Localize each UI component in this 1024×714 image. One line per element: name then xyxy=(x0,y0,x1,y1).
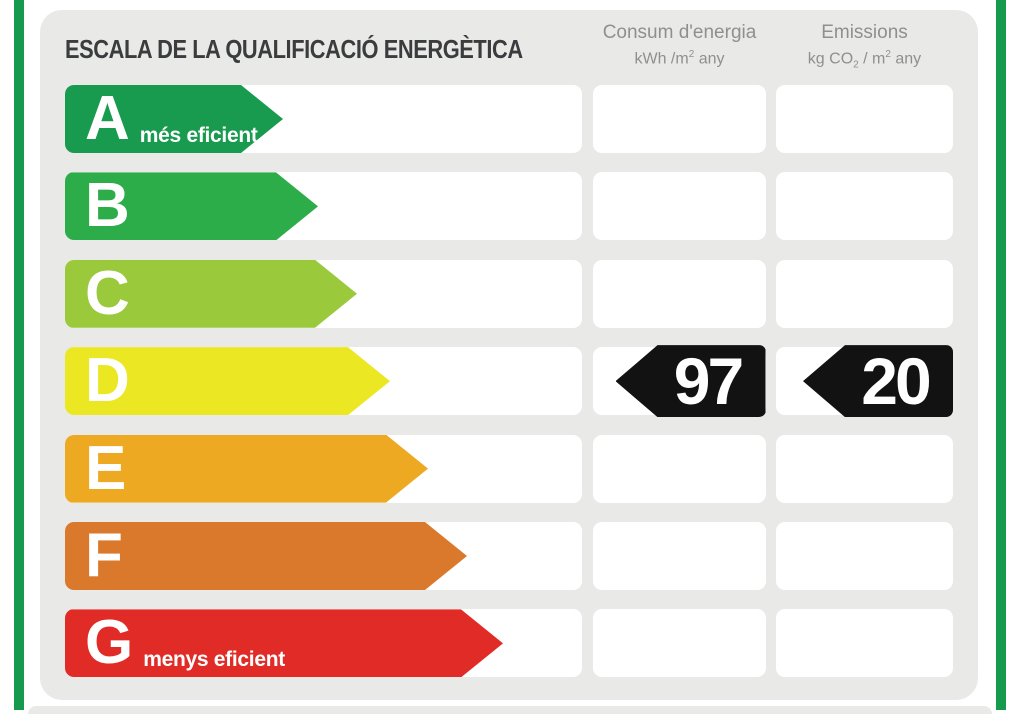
column-header-emissions: Emissions kg CO2 / m2 any xyxy=(776,23,953,71)
emissions-value: 20 xyxy=(861,344,931,419)
consum-cell xyxy=(592,259,766,328)
emissions-cell xyxy=(776,434,953,503)
emissions-cell xyxy=(776,521,953,590)
rating-arrow: F xyxy=(65,522,467,590)
rating-arrow: C xyxy=(65,260,357,328)
rating-bar-cell: D xyxy=(65,347,582,416)
consum-cell xyxy=(592,609,766,678)
emissions-cell: 20 xyxy=(776,344,953,419)
emissions-cell xyxy=(776,172,953,241)
rating-bar-cell: F xyxy=(65,522,582,590)
emissions-cell xyxy=(776,85,953,153)
consum-cell xyxy=(592,85,766,153)
rating-row-b: B xyxy=(65,172,953,241)
rating-arrow: D xyxy=(65,347,390,415)
bottom-panel-edge xyxy=(28,706,992,714)
emissions-column-unit: kg CO2 / m2 any xyxy=(807,49,922,71)
rating-row-c: C xyxy=(65,260,953,328)
rating-row-f: F xyxy=(65,522,953,590)
consum-value: 97 xyxy=(673,344,744,419)
consum-cell xyxy=(592,434,766,503)
rating-bar-cell: B xyxy=(65,172,582,241)
emissions-value-arrow: 20 xyxy=(803,344,953,419)
emissions-cell xyxy=(776,609,953,678)
rating-bar-cell: C xyxy=(65,260,582,328)
rating-bar-cell: E xyxy=(65,435,582,503)
consum-value-arrow: 97 xyxy=(615,344,766,419)
rating-arrow: B xyxy=(65,172,318,240)
green-accent-bar-left xyxy=(14,0,24,710)
rating-letter: G xyxy=(85,608,133,678)
rating-letter: D xyxy=(85,346,129,416)
rating-sublabel: menys eficient xyxy=(143,648,285,672)
green-accent-bar-right xyxy=(996,0,1006,710)
rating-sublabel: més eficient xyxy=(139,124,258,147)
consum-column-unit: kWh /m2 any xyxy=(634,49,725,68)
rating-row-e: E xyxy=(65,435,953,503)
column-header-consum: Consum d'energia kWh /m2 any xyxy=(593,23,766,67)
consum-cell xyxy=(592,172,766,241)
label-header: ESCALA DE LA QUALIFICACIÓ ENERGÈTICA Con… xyxy=(65,10,953,85)
consum-cell xyxy=(592,521,766,590)
rating-row-d: D 97 20 xyxy=(65,344,953,419)
page-title: ESCALA DE LA QUALIFICACIÓ ENERGÈTICA xyxy=(65,34,523,64)
consum-column-title: Consum d'energia xyxy=(602,22,757,43)
rating-letter: F xyxy=(85,520,122,590)
rating-letter: E xyxy=(85,433,126,503)
rating-letter: A xyxy=(85,84,129,153)
rating-letter: B xyxy=(85,171,129,241)
consum-cell: 97 xyxy=(592,344,766,419)
energy-label-panel: ESCALA DE LA QUALIFICACIÓ ENERGÈTICA Con… xyxy=(40,10,978,700)
rating-letter: C xyxy=(85,258,129,328)
rating-arrow: E xyxy=(65,435,428,503)
emissions-cell xyxy=(776,259,953,328)
emissions-column-title: Emissions xyxy=(821,22,908,43)
